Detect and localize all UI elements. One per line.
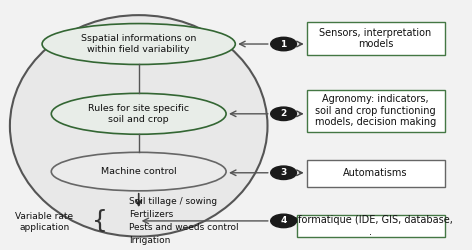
FancyBboxPatch shape [307, 90, 445, 132]
Text: Informatique (IDE, GIS, database,
.: Informatique (IDE, GIS, database, . [289, 215, 453, 236]
Text: 2: 2 [280, 109, 287, 118]
Text: Machine control: Machine control [101, 167, 177, 176]
Ellipse shape [51, 152, 226, 191]
Text: Rules for site specific
soil and crop: Rules for site specific soil and crop [88, 104, 189, 124]
FancyBboxPatch shape [307, 22, 445, 55]
Ellipse shape [42, 24, 236, 64]
Text: Automatisms: Automatisms [343, 168, 408, 178]
Text: Agronomy: indicators,
soil and crop functioning
models, decision making: Agronomy: indicators, soil and crop func… [315, 94, 436, 128]
Text: 3: 3 [280, 168, 287, 177]
Text: Sensors, interpretation
models: Sensors, interpretation models [320, 28, 432, 50]
Text: 1: 1 [280, 40, 287, 48]
Text: Soil tillage / sowing
Fertilizers
Pests and weeds control
Irrigation: Soil tillage / sowing Fertilizers Pests … [129, 196, 239, 245]
Text: Variable rate
application: Variable rate application [15, 212, 74, 232]
Circle shape [271, 166, 296, 179]
Ellipse shape [51, 93, 226, 134]
Circle shape [271, 214, 296, 228]
Text: {: { [92, 209, 108, 233]
Text: Sspatial informations on
within field variability: Sspatial informations on within field va… [81, 34, 196, 54]
Text: 4: 4 [280, 216, 287, 226]
Ellipse shape [10, 15, 268, 236]
FancyBboxPatch shape [307, 160, 445, 187]
Circle shape [271, 37, 296, 51]
Circle shape [271, 107, 296, 120]
FancyBboxPatch shape [297, 215, 445, 236]
